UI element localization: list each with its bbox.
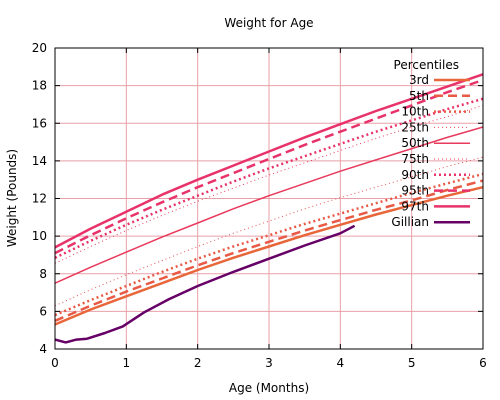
x-tick-label: 1 [123, 356, 131, 370]
series-line-97th [54, 73, 484, 249]
y-tick-label: 14 [32, 154, 47, 168]
y-tick-label: 20 [32, 41, 47, 55]
legend-title: Percentiles [394, 58, 459, 72]
legend-label-50th: 50th [401, 136, 429, 150]
y-tick-label: 10 [32, 229, 47, 243]
legend-label-97th: 97th [401, 199, 429, 213]
x-tick-label: 4 [337, 356, 345, 370]
series-lines [54, 73, 484, 344]
legend-label-95th: 95th [401, 184, 429, 198]
x-axis-label: Age (Months) [229, 381, 309, 395]
y-tick-label: 4 [39, 342, 47, 356]
series-line-50th [54, 126, 484, 284]
y-axis-label: Weight (Pounds) [5, 149, 19, 247]
legend-label-25th: 25th [401, 120, 429, 134]
legend-label-3rd: 3rd [409, 73, 429, 87]
series-line-3rd [54, 185, 484, 326]
x-tick-label: 3 [265, 356, 273, 370]
series-line-95th [54, 78, 484, 255]
y-tick-label: 16 [32, 116, 47, 130]
series-line-gillian [54, 224, 356, 344]
y-tick-label: 12 [32, 192, 47, 206]
y-tick-label: 8 [39, 267, 47, 281]
legend-label-gillian: Gillian [391, 215, 429, 229]
y-tick-label: 6 [39, 304, 47, 318]
legend-label-5th: 5th [409, 89, 429, 103]
chart-title: Weight for Age [224, 16, 313, 30]
x-tick-label: 6 [479, 356, 487, 370]
legend-label-90th: 90th [401, 168, 429, 182]
x-tick-label: 5 [408, 356, 416, 370]
series-line-5th [54, 179, 484, 322]
legend-label-75th: 75th [401, 152, 429, 166]
x-tick-label: 0 [51, 356, 59, 370]
legend-label-10th: 10th [401, 105, 429, 119]
x-tick-label: 2 [194, 356, 202, 370]
y-tick-label: 18 [32, 79, 47, 93]
grid-lines [55, 48, 483, 349]
